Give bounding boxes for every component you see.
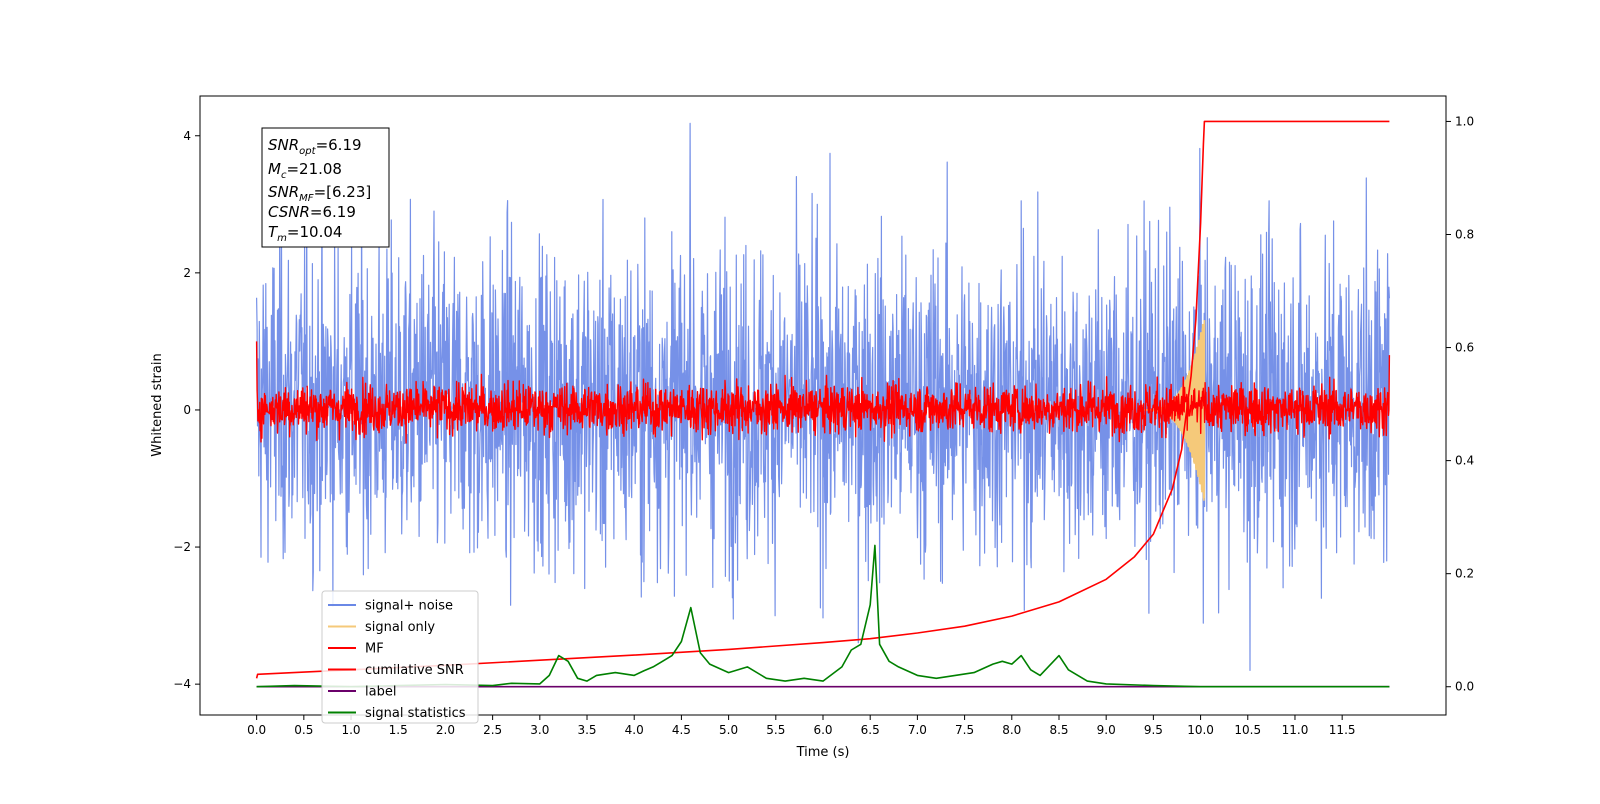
x-tick-label: 4.0 xyxy=(625,723,644,737)
x-axis-ticks: 0.0 0.5 1.0 1.5 2.0 2.5 3.0 3.5 4.0 4.5 5.0 5.5 6.0 6… xyxy=(247,715,1356,737)
x-axis-label: Time (s) xyxy=(796,745,850,760)
legend-label: signal statistics xyxy=(365,706,466,721)
legend-label: signal only xyxy=(365,620,435,635)
x-tick-label: 0.0 xyxy=(247,723,266,737)
y-right-tick-label: 0.8 xyxy=(1455,227,1474,241)
series-cumilative-snr xyxy=(255,120,1390,679)
legend-frame xyxy=(321,590,479,724)
annotation-csnr: CSNR=6.19 xyxy=(268,203,356,221)
y-right-tick-label: 0.6 xyxy=(1455,341,1474,355)
annotation-snr-mf: SNRMF=[6.23] xyxy=(268,183,371,204)
x-tick-label: 8.0 xyxy=(1002,723,1021,737)
y-tick-label: 4 xyxy=(183,129,191,143)
annotation-box: SNRopt=6.19 Mc=21.08 SNRMF=[6.23] CSNR=6… xyxy=(261,127,390,248)
legend: signal+ noise signal only MF cumilative SNR… xyxy=(321,590,479,724)
x-tick-label: 5.5 xyxy=(766,723,785,737)
x-tick-label: 1.0 xyxy=(341,723,360,737)
x-tick-label: 4.5 xyxy=(672,723,691,737)
y-axis-right-ticks: 0.0 0.2 0.4 0.6 0.8 1.0 xyxy=(1446,114,1474,694)
annotation-tm: Tm=10.04 xyxy=(268,223,342,244)
x-tick-label: 3.5 xyxy=(577,723,596,737)
x-tick-label: 3.0 xyxy=(530,723,549,737)
annotation-frame xyxy=(261,127,390,248)
y-right-tick-label: 0.2 xyxy=(1455,567,1474,581)
y-right-tick-label: 1.0 xyxy=(1455,114,1474,128)
x-tick-label: 9.0 xyxy=(1097,723,1116,737)
x-tick-label: 7.0 xyxy=(908,723,927,737)
legend-label: cumilative SNR xyxy=(365,663,464,678)
x-tick-label: 8.5 xyxy=(1049,723,1068,737)
annotation-snr-opt: SNRopt=6.19 xyxy=(268,136,362,157)
x-tick-label: 1.5 xyxy=(389,723,408,737)
series-signal-statistics xyxy=(256,544,1390,688)
y-tick-label: −4 xyxy=(173,677,191,691)
y-tick-label: 2 xyxy=(183,266,191,280)
y-tick-label: −2 xyxy=(173,540,191,554)
x-tick-label: 10.0 xyxy=(1187,723,1214,737)
x-tick-label: 5.0 xyxy=(719,723,738,737)
series-layer xyxy=(255,120,1391,688)
y-right-tick-label: 0.0 xyxy=(1455,680,1474,694)
legend-label: signal+ noise xyxy=(365,599,453,614)
x-tick-label: 11.0 xyxy=(1282,723,1309,737)
x-tick-label: 11.5 xyxy=(1329,723,1356,737)
y-axis-label: Whitened strain xyxy=(150,353,165,456)
x-tick-label: 6.5 xyxy=(861,723,880,737)
annotation-mc: Mc=21.08 xyxy=(268,160,342,181)
x-tick-label: 10.5 xyxy=(1234,723,1261,737)
x-tick-label: 2.0 xyxy=(436,723,455,737)
legend-label: MF xyxy=(365,642,384,657)
x-tick-label: 0.5 xyxy=(294,723,313,737)
legend-label: label xyxy=(365,685,396,700)
x-tick-label: 2.5 xyxy=(483,723,502,737)
y-axis-left-ticks: −4 −2 0 2 4 xyxy=(173,129,200,691)
x-tick-label: 6.0 xyxy=(813,723,832,737)
series-mf xyxy=(255,341,1391,444)
x-tick-label: 9.5 xyxy=(1144,723,1163,737)
x-tick-label: 7.5 xyxy=(955,723,974,737)
y-right-tick-label: 0.4 xyxy=(1455,454,1474,468)
y-tick-label: 0 xyxy=(183,403,191,417)
